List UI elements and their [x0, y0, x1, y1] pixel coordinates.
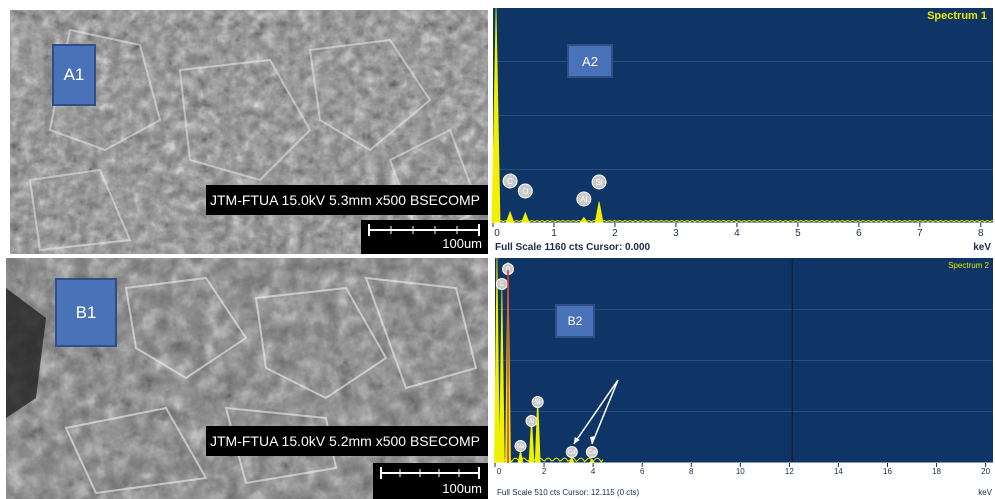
x-tick-label: 18: [932, 467, 941, 476]
baseline-noise: [492, 219, 994, 223]
spectrum-title-2: Spectrum 2: [948, 261, 989, 270]
x-unit-2: keV: [978, 488, 992, 497]
peak-label: O: [522, 187, 528, 196]
peak-label: Cd: [568, 450, 576, 456]
panel-tag-b1: B1: [55, 278, 117, 347]
arrow-head: [589, 436, 596, 444]
x-tick-label: 14: [834, 467, 843, 476]
arrow-head: [573, 437, 580, 444]
peak-label: Si: [535, 400, 540, 406]
spectrum-chart-1: CO Al Si 0 1 2 3 4 5 6 7 8: [491, 8, 994, 254]
peak-label-marker: [517, 183, 533, 199]
spectrum-footer-1: Full Scale 1160 cts Cursor: 0.000: [495, 242, 651, 253]
peak-label-marker: [591, 174, 607, 190]
x-tick-label: 2: [542, 467, 547, 476]
sem-info-a1: JTM-FTUA 15.0kV 5.3mm x500 BSECOMP: [206, 185, 488, 215]
x-tick-label: 0: [494, 228, 500, 239]
panel-tag-a1: A1: [52, 44, 96, 106]
x-tick-label: 6: [640, 467, 645, 476]
peak-label-marker: [514, 440, 527, 452]
annotation-arrow: [573, 379, 619, 445]
panel-tag-b2: B2: [555, 304, 595, 338]
x-tick-label: 4: [591, 467, 596, 476]
scale-ticks-a1: [368, 224, 480, 236]
peak-label: Al: [529, 419, 534, 425]
panel-tag-a2: A2: [567, 44, 613, 78]
x-tick-label: 20: [981, 467, 990, 476]
scale-ticks-b1: [380, 467, 480, 479]
peak-label: Na: [517, 444, 525, 450]
spectrum-title-1: Spectrum 1: [927, 10, 987, 22]
sem-image-a1: A1 JTM-FTUA 15.0kV 5.3mm x500 BSECOMP 10…: [10, 10, 488, 254]
x-unit-1: keV: [973, 242, 991, 253]
x-tick-label: 0: [497, 467, 502, 476]
x-tick-label: 10: [736, 467, 745, 476]
x-tick-label: 16: [883, 467, 892, 476]
x-tick-label: 8: [978, 228, 984, 239]
peak-label-marker: [585, 446, 598, 458]
x-tick-label: 7: [917, 228, 923, 239]
peak-label: C: [507, 177, 513, 186]
peak-label: Si: [596, 178, 603, 187]
spectrum-panel-a2: C O Al Si 0 1 2 3 4 5 6 7 8 Spectrum 1 A2 Full Scale…: [491, 8, 995, 256]
x-tick-label: 1: [551, 228, 557, 239]
scale-label-b1: 100um: [442, 481, 482, 496]
peak-label-marker: [565, 446, 578, 458]
peak-label: Cd: [588, 450, 596, 456]
peak-label: Al: [580, 195, 587, 204]
spectrum-footer-2: Full Scale 510 cts Cursor: 12.115 (0 cts…: [497, 488, 640, 497]
x-tick-label: 2: [612, 228, 618, 239]
scale-bar-a1: 100um: [361, 220, 488, 254]
peak-label-marker: [502, 173, 518, 189]
scale-bar-b1: 100um: [373, 463, 488, 499]
peak-label-marker: [531, 396, 544, 408]
peak-label: C: [500, 282, 505, 288]
baseline-noise: [494, 457, 604, 463]
spectrum-chart-2: CONaAlSiCdCd02468101214161820: [494, 258, 993, 498]
annotation-arrow: [591, 379, 619, 445]
x-tick-label: 5: [795, 228, 801, 239]
sem-image-b1: B1 JTM-FTUA 15.0kV 5.2mm x500 BSECOMP 10…: [6, 258, 488, 499]
x-tick-label: 8: [689, 467, 694, 476]
peak-label-marker: [576, 191, 592, 207]
spectrum-panel-b2: CONaAlSiCdCd02468101214161820 Spectrum 2…: [493, 258, 995, 499]
x-tick-label: 3: [673, 228, 679, 239]
x-axis-band: [493, 224, 993, 254]
x-axis-band: [495, 464, 993, 498]
sem-info-b1: JTM-FTUA 15.0kV 5.2mm x500 BSECOMP: [206, 426, 488, 456]
x-tick-label: 6: [856, 228, 862, 239]
x-tick-label: 4: [734, 228, 740, 239]
x-tick-label: 12: [785, 467, 794, 476]
scale-label-a1: 100um: [442, 236, 482, 251]
